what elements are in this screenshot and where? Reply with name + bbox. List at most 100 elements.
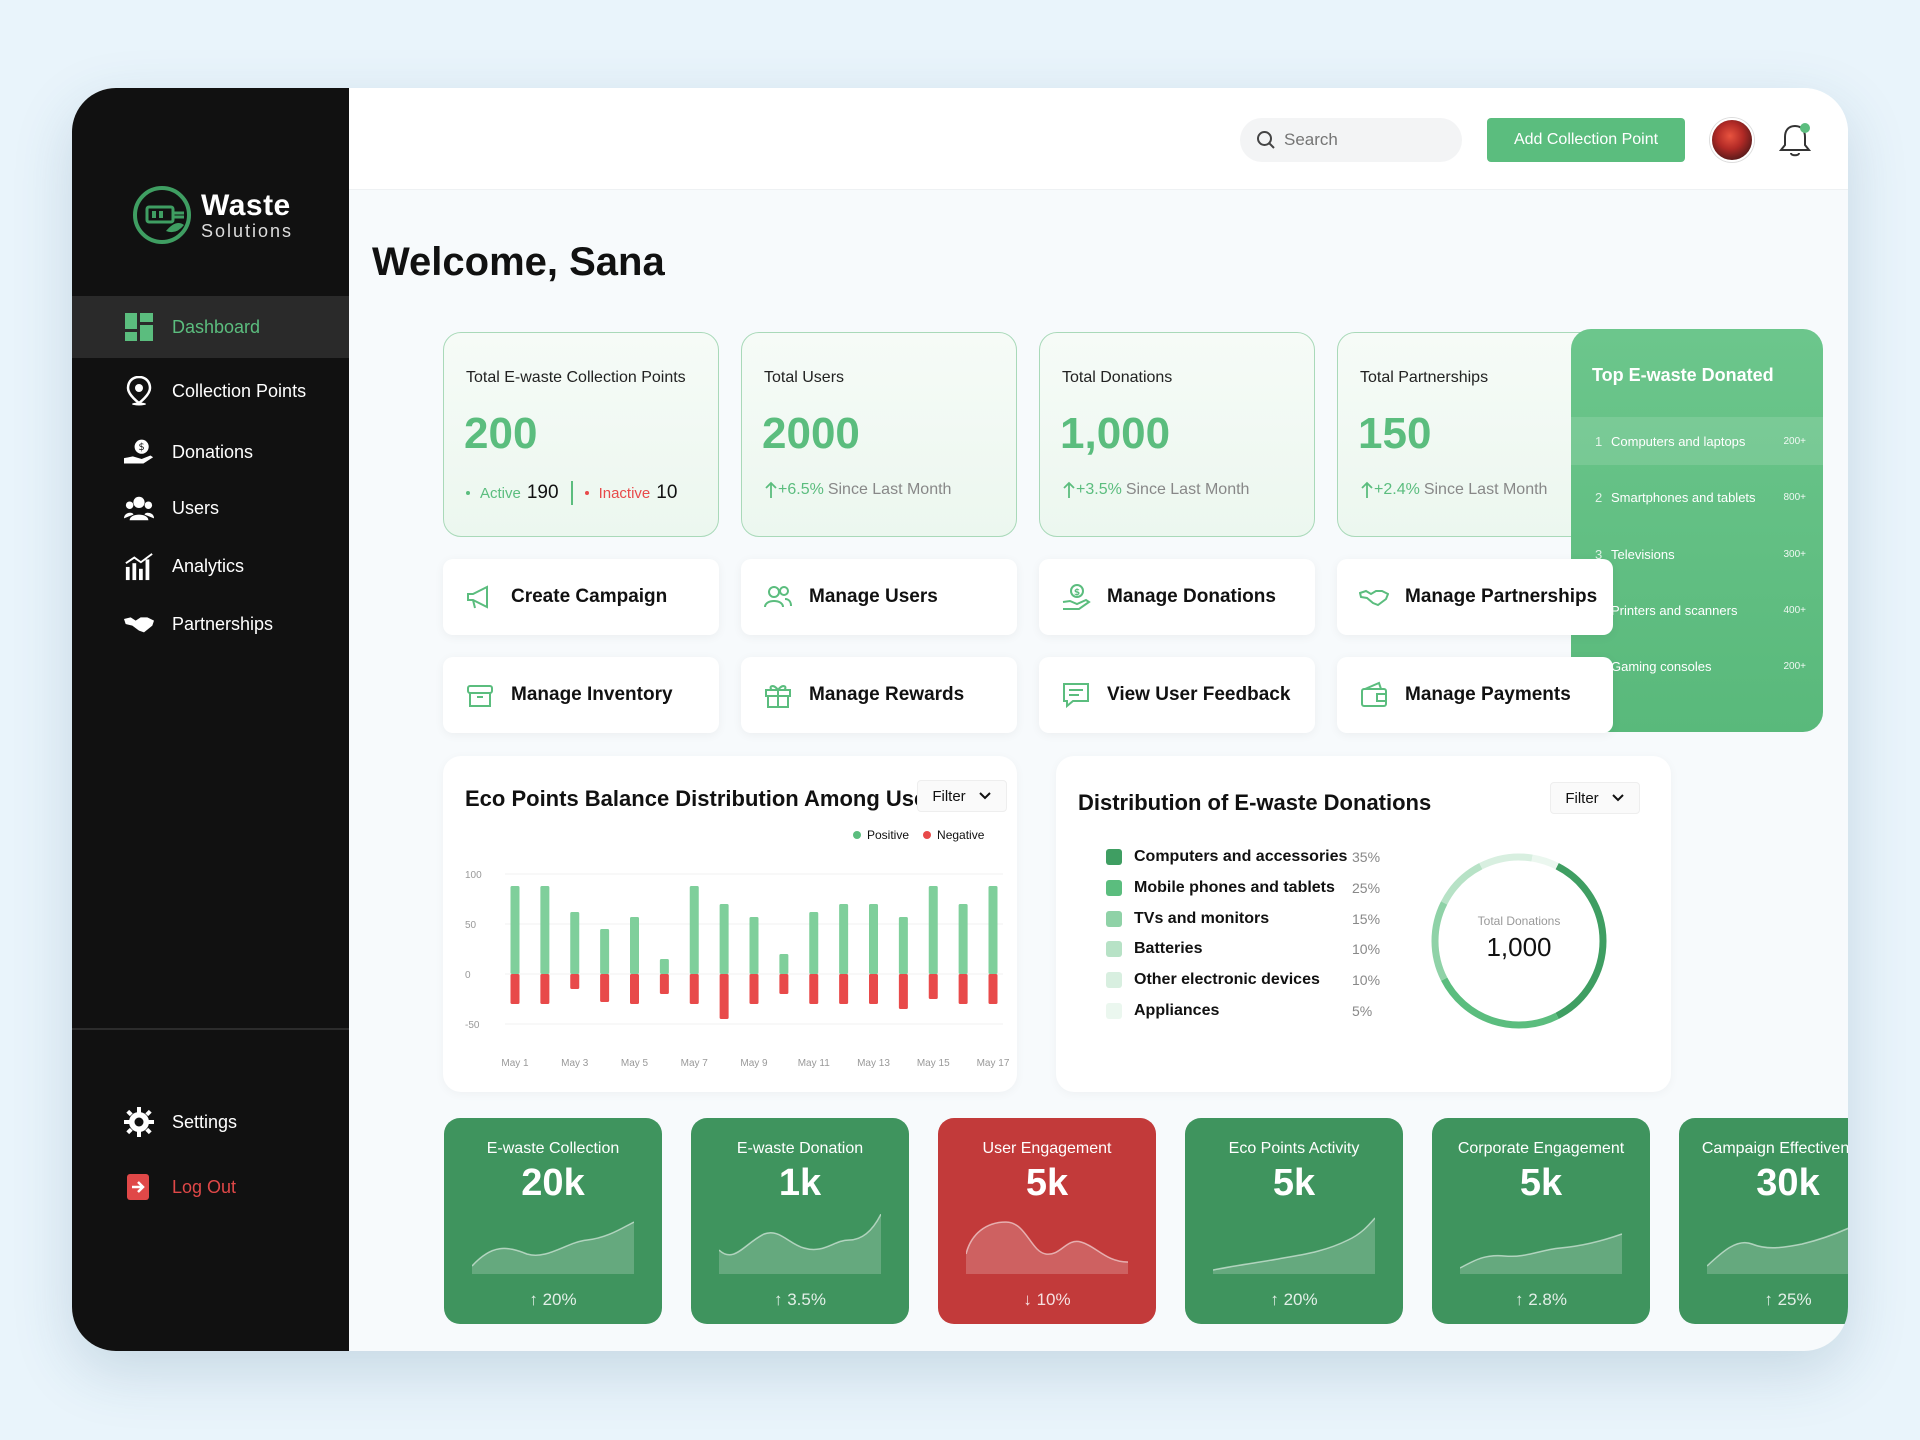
manage-donations-button[interactable]: $ Manage Donations (1039, 559, 1315, 635)
donut-label: Total Donations (1477, 914, 1561, 928)
x-tick-label: May 11 (798, 1058, 830, 1069)
list-item[interactable]: 1 Computers and laptops 200+ (1571, 417, 1823, 465)
sidebar-item-label: Collection Points (172, 380, 307, 401)
x-tick-label: May 13 (857, 1058, 890, 1069)
sidebar-item-label: Users (172, 497, 220, 518)
logout-label: Log Out (172, 1176, 237, 1197)
inactive-label: Inactive (598, 484, 651, 502)
legend-item: Other electronic devices 10% (1106, 965, 1380, 995)
app-window: Waste Solutions Dashboard Collection Poi… (72, 88, 1848, 1351)
kpi-card-eco-points-activity: Eco Points Activity 5k ↑ 20% (1185, 1118, 1403, 1324)
add-collection-point-button[interactable]: Add Collection Point (1487, 118, 1685, 162)
legend-item: Batteries 10% (1106, 934, 1380, 964)
sidebar-item-analytics[interactable]: Analytics (72, 535, 349, 597)
avatar[interactable] (1710, 118, 1754, 162)
bar-positive (869, 904, 878, 974)
create-campaign-button[interactable]: Create Campaign (443, 559, 719, 635)
kpi-card-campaign-effectiveness: Campaign Effectiveness 30k ↑ 25% (1679, 1118, 1848, 1324)
bar-negative (869, 974, 878, 1004)
change-value: +6.5% (778, 481, 824, 498)
logout-button[interactable]: Log Out (72, 1156, 349, 1218)
donut-slice (1441, 977, 1559, 1029)
svg-text:$: $ (139, 442, 145, 453)
brand-name: Waste (201, 189, 291, 222)
main-content: Add Collection Point Welcome, Sana Total… (349, 88, 1848, 1351)
manage-users-button[interactable]: Manage Users (741, 559, 1017, 635)
bar-negative (570, 974, 580, 989)
megaphone-icon (467, 585, 488, 609)
bar-negative (540, 974, 550, 1004)
stat-label: Total Users (764, 369, 845, 386)
bar-negative (779, 974, 789, 994)
y-tick-label: 0 (465, 970, 471, 981)
chevron-down-icon (1611, 794, 1624, 802)
search-box[interactable] (1240, 118, 1462, 162)
sidebar-item-partnerships[interactable]: Partnerships (72, 593, 349, 655)
sidebar-item-label: Partnerships (172, 613, 274, 634)
change-period: Since Last Month (1125, 481, 1250, 498)
logo-icon (133, 186, 191, 244)
stat-value: 150 (1358, 409, 1432, 458)
manage-inventory-button[interactable]: Manage Inventory (443, 657, 719, 733)
sidebar-item-collection-points[interactable]: Collection Points (72, 360, 349, 422)
donut-chart (1431, 853, 1607, 1029)
donut-slice (1431, 901, 1448, 981)
manage-payments-button[interactable]: Manage Payments (1337, 657, 1613, 733)
change-period: Since Last Month (1423, 481, 1548, 498)
x-tick-label: May 17 (977, 1058, 1010, 1069)
sparkline (966, 1221, 1128, 1274)
gear-icon (124, 1107, 154, 1137)
feedback-icon (1063, 683, 1089, 709)
stat-card-collection-points: Total E-waste Collection Points 200 Acti… (443, 332, 719, 537)
settings-button[interactable]: Settings (72, 1091, 349, 1153)
bar-positive (839, 904, 849, 974)
bar-negative (600, 974, 610, 1002)
eco-points-bar-chart: 100 50 0 -50 May 1 May 3 May 5 May 7 May 9 May 11… (465, 870, 1010, 1069)
y-tick-label: -50 (465, 1020, 480, 1031)
donut-slice (1531, 854, 1559, 870)
sparkline (1460, 1233, 1622, 1274)
stat-active-inactive: Active 190 Inactive 10 (466, 481, 677, 505)
active-label: Active (480, 484, 521, 502)
arrow-up-icon (1063, 481, 1075, 498)
bar-positive (809, 912, 819, 974)
arrow-up-icon (765, 481, 777, 498)
handshake-icon (1359, 589, 1389, 607)
sidebar-item-donations[interactable]: $ Donations (72, 421, 349, 483)
bar-positive (600, 929, 610, 974)
manage-partnerships-button[interactable]: Manage Partnerships (1337, 559, 1613, 635)
bar-positive (570, 912, 580, 974)
bar-positive (659, 959, 669, 974)
chevron-down-icon (978, 792, 991, 800)
list-item[interactable]: 3 Televisions 300+ (1595, 546, 1806, 562)
bar-positive (630, 917, 639, 974)
x-tick-label: May 9 (740, 1058, 768, 1069)
list-item[interactable]: 2 Smartphones and tablets 800+ (1595, 489, 1806, 505)
manage-rewards-button[interactable]: Manage Rewards (741, 657, 1017, 733)
sparkline (1707, 1227, 1848, 1274)
filter-dropdown[interactable]: Filter (917, 780, 1007, 812)
sidebar: Waste Solutions Dashboard Collection Poi… (72, 88, 349, 1351)
logo: Waste Solutions (132, 183, 332, 247)
stat-card-partnerships: Total Partnerships 150 +2.4% Since Last … (1337, 332, 1613, 537)
view-user-feedback-button[interactable]: View User Feedback (1039, 657, 1315, 733)
users-icon (124, 493, 154, 523)
stat-change: +3.5% Since Last Month (1062, 481, 1249, 499)
top-bar: Add Collection Point (349, 88, 1848, 190)
bar-positive (719, 904, 729, 974)
search-input[interactable] (1284, 130, 1444, 150)
filter-dropdown[interactable]: Filter (1550, 782, 1640, 814)
sidebar-item-users[interactable]: Users (72, 477, 349, 539)
dashboard-icon (124, 312, 154, 342)
top-ewaste-donated-panel: Top E-waste Donated 1 Computers and lapt… (1571, 329, 1823, 732)
sidebar-item-dashboard[interactable]: Dashboard (72, 296, 349, 358)
kpi-card-ewaste-collection: E-waste Collection 20k ↑ 20% (444, 1118, 662, 1324)
brand-tagline: Solutions (201, 221, 294, 241)
donut-slice (1479, 853, 1533, 870)
donation-hand-icon: $ (124, 437, 154, 467)
bell-icon[interactable] (1775, 120, 1815, 160)
stat-value: 200 (464, 409, 538, 458)
bar-negative (749, 974, 759, 1004)
bar-negative (659, 974, 669, 994)
location-pin-icon (124, 376, 154, 406)
